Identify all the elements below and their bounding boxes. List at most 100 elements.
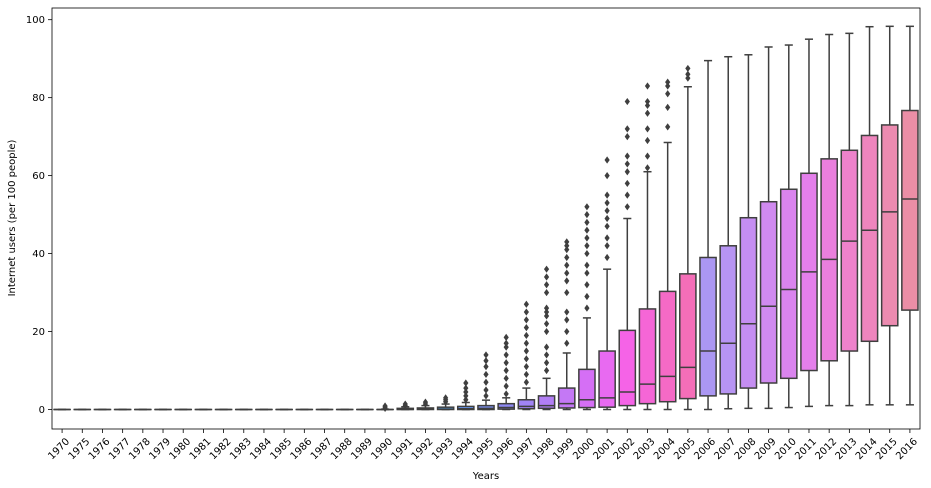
outlier-point	[624, 203, 630, 211]
outlier-point	[584, 242, 590, 250]
box-2013	[840, 32, 859, 407]
box-1998	[537, 265, 556, 411]
box-2006	[699, 59, 717, 411]
box-1997	[517, 300, 536, 411]
outlier-point	[584, 304, 590, 312]
outlier-point	[624, 160, 630, 168]
outlier-point	[543, 366, 550, 375]
outlier-point	[685, 74, 691, 82]
outlier-point	[604, 156, 610, 164]
outlier-point	[443, 394, 449, 402]
outlier-point	[685, 64, 691, 73]
box-body	[557, 387, 576, 409]
y-axis-label: Internet users (per 100 people)	[7, 139, 18, 296]
outlier-point	[483, 392, 489, 400]
outlier-point	[483, 386, 489, 394]
outlier-point	[483, 363, 489, 371]
outlier-point	[584, 211, 590, 219]
box-body	[840, 149, 859, 352]
outlier-point	[564, 246, 570, 254]
box-1992	[416, 398, 435, 411]
outlier-point	[543, 304, 550, 312]
outlier-point	[624, 97, 630, 106]
box-2012	[820, 33, 838, 407]
outlier-point	[644, 109, 651, 117]
outlier-point	[624, 133, 630, 141]
outlier-point	[523, 324, 529, 332]
outlier-point	[483, 378, 489, 386]
outlier-point	[604, 253, 610, 262]
outlier-point	[604, 234, 610, 242]
outlier-point	[543, 273, 550, 281]
box-2004	[658, 78, 677, 411]
outlier-point	[685, 70, 691, 78]
box-body	[456, 405, 475, 411]
outlier-point	[483, 357, 489, 365]
box-body	[739, 216, 758, 389]
outlier-point	[543, 308, 550, 316]
outlier-point	[604, 242, 610, 250]
outlier-point	[523, 300, 529, 308]
box-1999	[557, 238, 576, 411]
outlier-point	[523, 339, 529, 347]
box-2008	[739, 54, 758, 410]
outlier-point	[564, 308, 570, 316]
outlier-point	[624, 152, 630, 160]
box-1995	[477, 351, 495, 411]
outlier-point	[463, 379, 469, 387]
box-2009	[759, 46, 778, 410]
outlier-point	[543, 281, 550, 289]
x-axis-label: Years	[472, 471, 499, 482]
box-2002	[618, 97, 637, 411]
y-tick-label: 20	[32, 327, 45, 338]
outlier-point	[564, 316, 570, 324]
outlier-point	[523, 308, 529, 316]
outlier-point	[665, 82, 671, 90]
outlier-point	[503, 366, 509, 375]
outlier-point	[523, 331, 529, 340]
box-body	[779, 188, 798, 380]
outlier-point	[543, 343, 550, 351]
outlier-point	[402, 400, 408, 408]
box-1991	[396, 400, 415, 411]
outlier-point	[624, 168, 630, 176]
outlier-point	[584, 249, 590, 258]
outlier-point	[564, 277, 570, 285]
box-body	[679, 273, 697, 400]
plot-area	[51, 7, 921, 430]
y-tick-label: 0	[39, 405, 45, 416]
outlier-point	[503, 382, 509, 390]
box-2010	[779, 44, 798, 409]
box-2005	[679, 64, 697, 411]
box-body	[860, 134, 879, 343]
box-body	[658, 290, 677, 403]
outlier-point	[503, 343, 509, 351]
outlier-point	[584, 234, 590, 242]
y-tick-label: 40	[32, 249, 45, 260]
outlier-point	[644, 125, 651, 133]
box-2000	[578, 203, 596, 411]
box-body	[618, 329, 637, 407]
outlier-point	[543, 320, 550, 328]
outlier-point	[564, 238, 570, 246]
outlier-point	[624, 125, 630, 133]
outlier-point	[644, 164, 651, 172]
box-body	[598, 350, 616, 408]
box-body	[578, 368, 596, 409]
outlier-point	[584, 218, 590, 226]
outlier-point	[523, 355, 529, 363]
outlier-point	[463, 384, 469, 392]
outlier-point	[604, 191, 610, 199]
y-tick-label: 60	[32, 171, 45, 182]
outlier-point	[644, 136, 651, 145]
box-body	[517, 399, 536, 410]
outlier-point	[624, 191, 630, 199]
box-1996	[497, 333, 516, 411]
outlier-point	[382, 402, 388, 410]
outlier-point	[564, 253, 570, 262]
outlier-point	[463, 392, 469, 400]
outlier-point	[584, 281, 590, 289]
outlier-point	[543, 327, 550, 336]
outlier-point	[503, 374, 509, 382]
